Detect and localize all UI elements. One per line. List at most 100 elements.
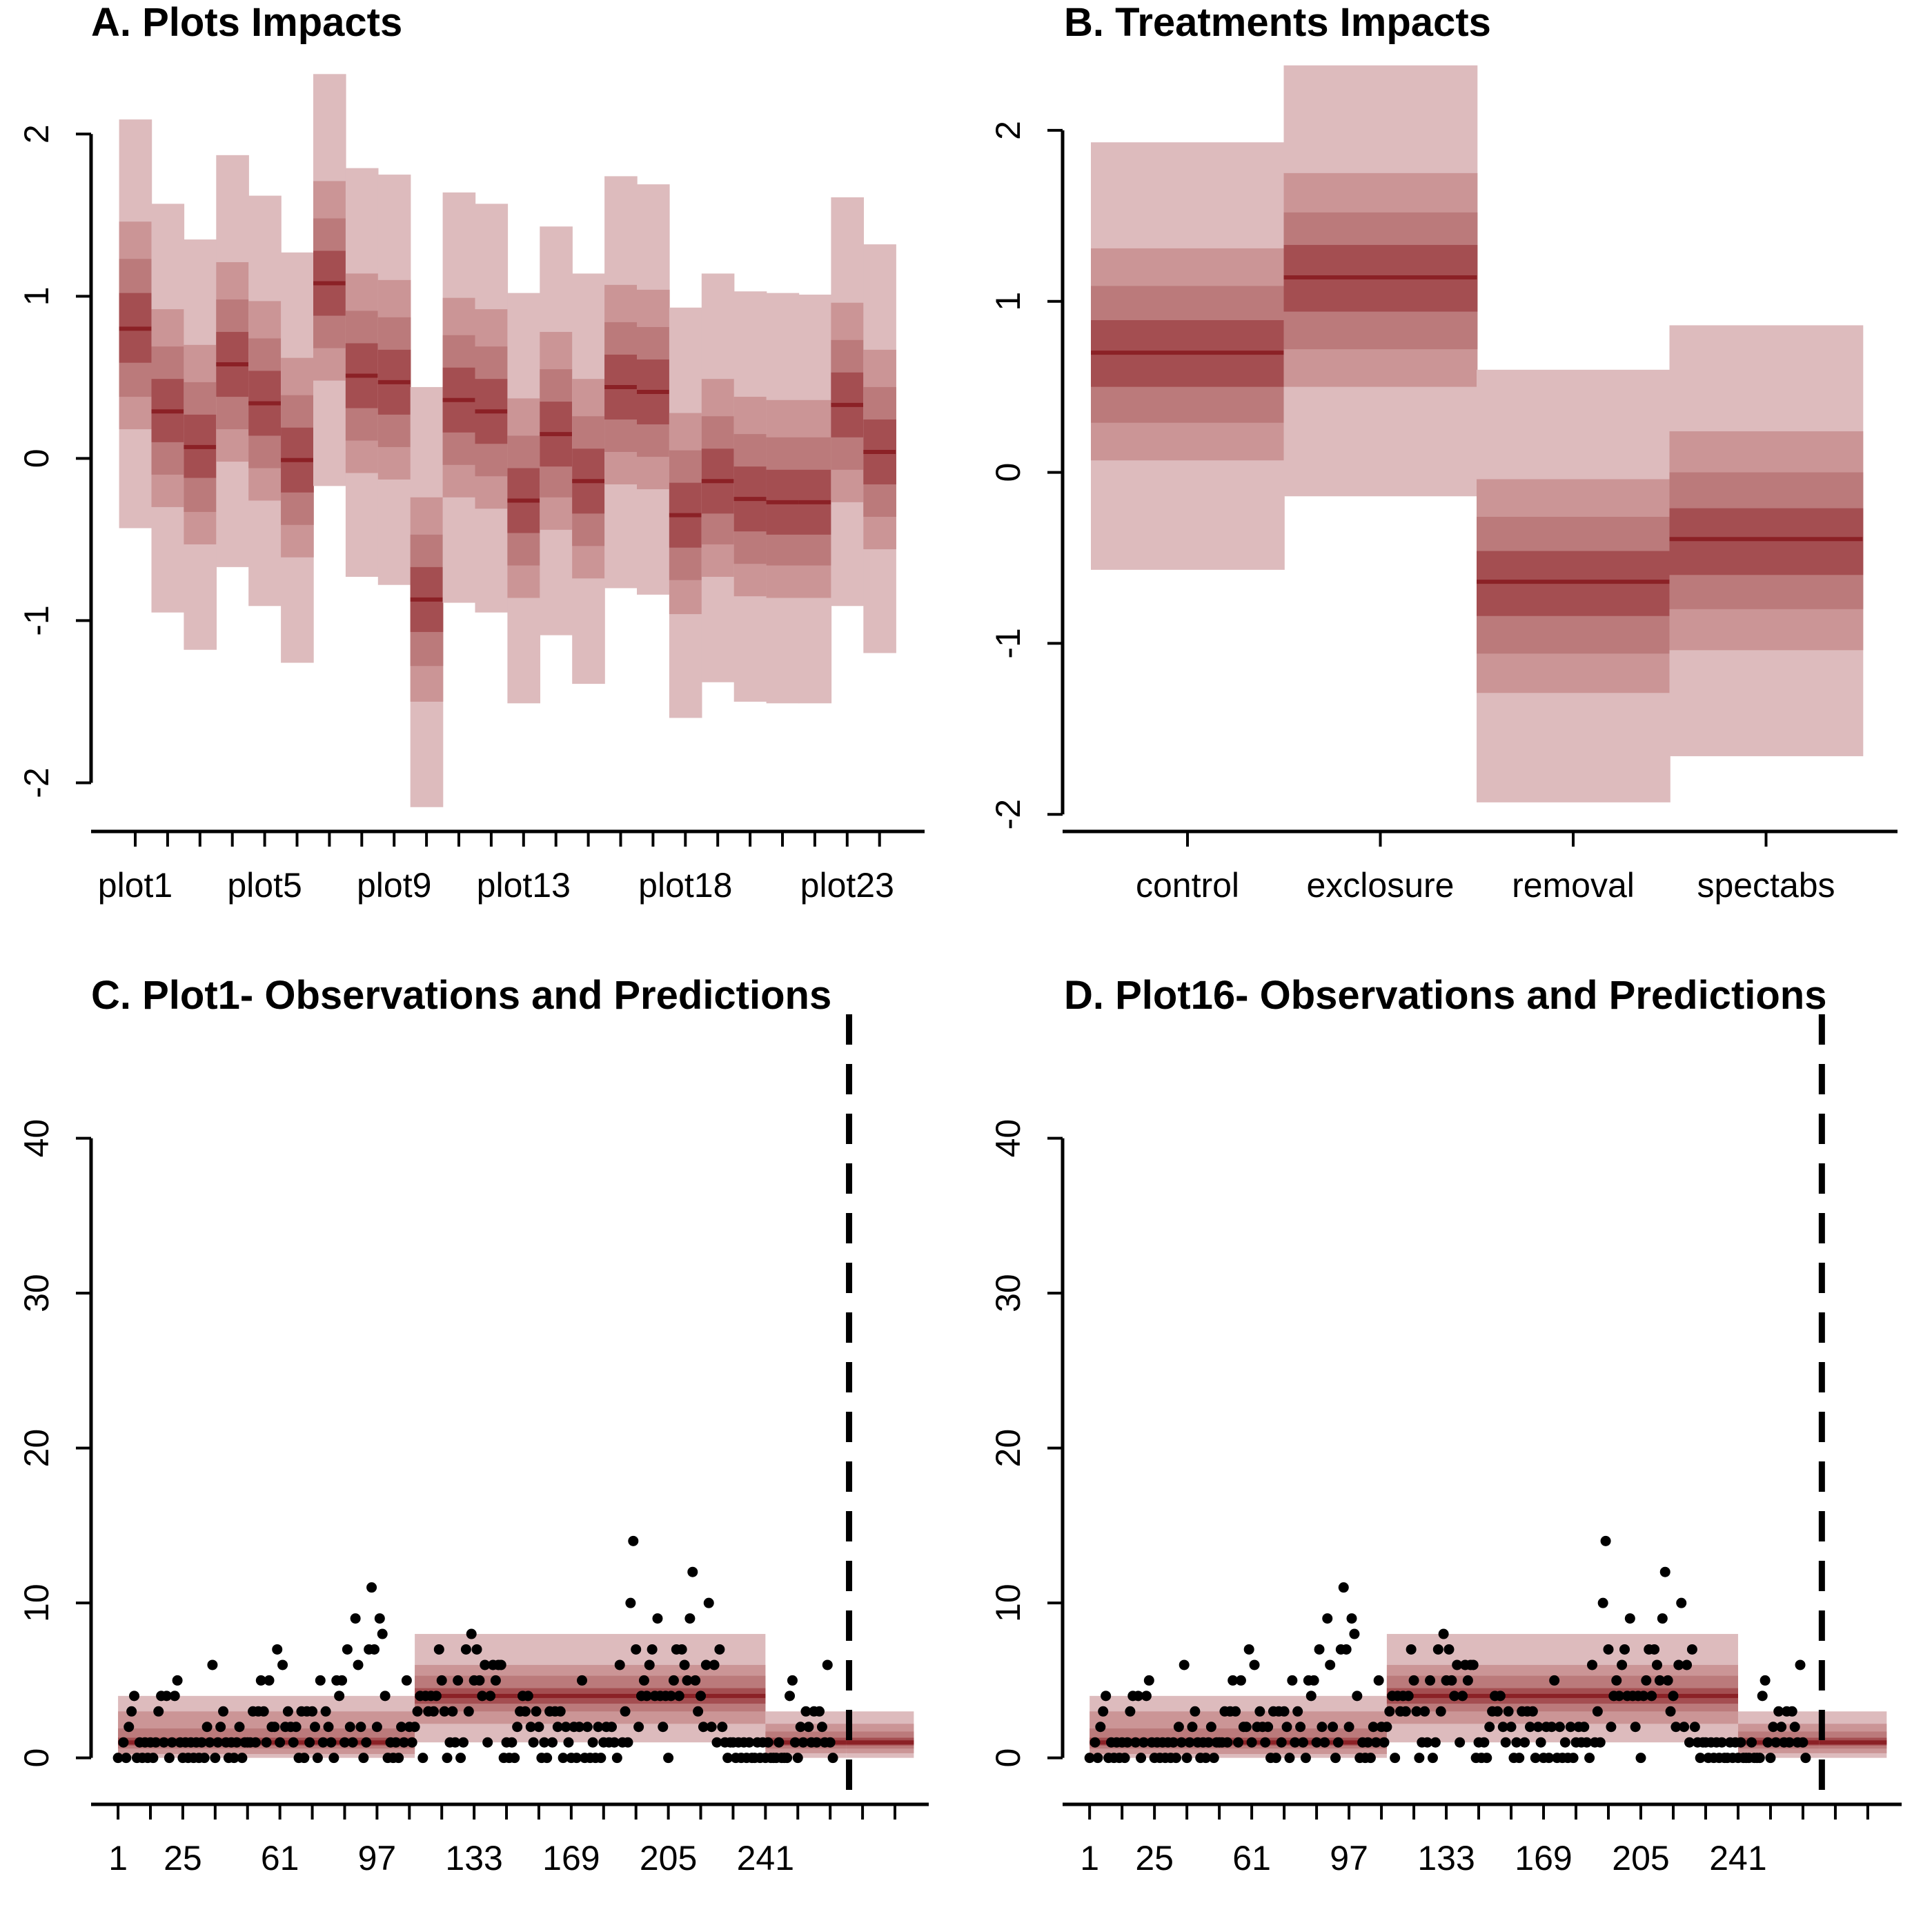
observation-point [112, 1753, 124, 1764]
observation-point [361, 1737, 372, 1748]
observation-point [121, 1753, 132, 1764]
observation-point [1254, 1706, 1265, 1717]
observation-point [1587, 1659, 1598, 1670]
observation-point [1679, 1722, 1690, 1733]
observation-point [282, 1706, 293, 1717]
x-tick-label: 97 [358, 1839, 397, 1877]
observation-point [1322, 1613, 1333, 1624]
observation-point [401, 1675, 412, 1686]
observation-point [1228, 1675, 1239, 1686]
y-tick-label: 40 [989, 1119, 1027, 1158]
observation-point [433, 1644, 444, 1655]
observation-point [455, 1753, 466, 1764]
y-tick-label: 1 [17, 286, 56, 306]
observation-point [1757, 1690, 1768, 1702]
observation-point [1630, 1722, 1641, 1733]
observation-point [409, 1722, 420, 1733]
observation-point [1784, 1737, 1795, 1748]
observation-point [1492, 1706, 1503, 1717]
observation-point [1084, 1753, 1095, 1764]
observation-point [366, 1582, 377, 1593]
observation-point [450, 1737, 461, 1748]
observation-point [1176, 1737, 1187, 1748]
observation-point [1765, 1753, 1776, 1764]
x-tick-label: spectabs [1697, 866, 1835, 905]
y-tick-label: -2 [989, 799, 1027, 829]
observation-point [1136, 1753, 1147, 1764]
observation-point [1230, 1706, 1241, 1717]
observation-point [668, 1675, 679, 1686]
observation-point [1549, 1675, 1560, 1686]
observation-point [166, 1737, 177, 1748]
observation-point [355, 1722, 366, 1733]
observation-point [1759, 1675, 1771, 1686]
observation-point [1665, 1706, 1676, 1717]
observation-point [611, 1753, 622, 1764]
observation-point [1646, 1690, 1657, 1702]
observation-point [1468, 1659, 1479, 1670]
observation-point [552, 1722, 563, 1733]
observation-point [309, 1722, 320, 1733]
observation-point [512, 1722, 523, 1733]
observation-point [234, 1722, 245, 1733]
x-tick-label: 25 [1135, 1839, 1174, 1877]
observation-point [1686, 1644, 1697, 1655]
observation-point [609, 1737, 620, 1748]
observation-point [299, 1753, 310, 1764]
observation-point [161, 1690, 172, 1702]
panel-c: C. Plot1- Observations and Predictions 0… [17, 973, 929, 1877]
observation-point [1173, 1722, 1184, 1733]
observation-point [1611, 1675, 1622, 1686]
observation-point [1222, 1737, 1233, 1748]
observation-point [172, 1675, 183, 1686]
observation-point [520, 1706, 531, 1717]
observation-point [353, 1659, 364, 1670]
observation-point [1311, 1737, 1322, 1748]
observation-point [1438, 1628, 1449, 1639]
observation-point [1695, 1753, 1706, 1764]
observation-point [663, 1753, 674, 1764]
observation-point [1101, 1690, 1112, 1702]
observation-point [687, 1566, 698, 1577]
observation-point [1624, 1613, 1635, 1624]
observation-point [625, 1597, 636, 1608]
observation-point [169, 1690, 180, 1702]
observation-point [825, 1737, 836, 1748]
observation-point [641, 1690, 652, 1702]
observation-point [334, 1690, 345, 1702]
y-tick-label: 20 [17, 1429, 56, 1468]
observation-point [1682, 1659, 1693, 1670]
observation-point [477, 1690, 488, 1702]
observation-point [673, 1690, 684, 1702]
observation-point [1422, 1737, 1433, 1748]
observation-point [1119, 1753, 1130, 1764]
observation-point [787, 1675, 798, 1686]
observation-point [1595, 1737, 1606, 1748]
observation-point [1735, 1737, 1746, 1748]
y-tick-label: 30 [17, 1274, 56, 1312]
observation-point [1635, 1753, 1646, 1764]
observation-point [1181, 1753, 1192, 1764]
observation-point [1606, 1722, 1617, 1733]
observation-point [1330, 1753, 1341, 1764]
observation-point [258, 1706, 269, 1717]
observation-point [703, 1597, 714, 1608]
observation-point [196, 1737, 207, 1748]
observation-point [593, 1722, 604, 1733]
observation-point [1614, 1690, 1625, 1702]
observation-point [798, 1737, 809, 1748]
observation-point [323, 1722, 334, 1733]
observation-point [1235, 1675, 1246, 1686]
observation-point [696, 1690, 707, 1702]
observation-point [628, 1535, 639, 1546]
observation-point [558, 1753, 569, 1764]
observation-point [1279, 1706, 1290, 1717]
panel-b-title: B. Treatments Impacts [1064, 0, 1491, 45]
observation-point [436, 1675, 447, 1686]
observation-point [204, 1737, 215, 1748]
observation-point [1408, 1675, 1419, 1686]
observation-point [682, 1675, 693, 1686]
observation-point [342, 1644, 353, 1655]
observation-point [1676, 1597, 1687, 1608]
observation-point [631, 1644, 642, 1655]
